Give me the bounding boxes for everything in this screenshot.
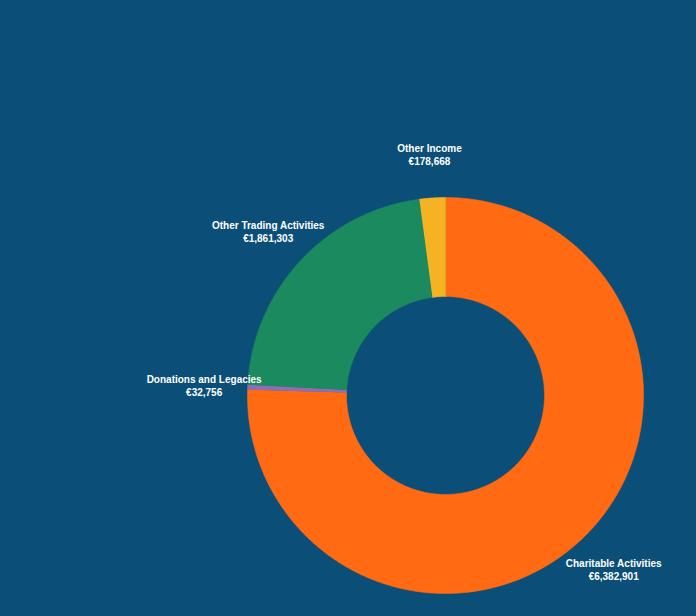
svg-text:Other Income€178,668: Other Income€178,668 xyxy=(397,143,462,167)
svg-text:Other Trading Activities€1,861: Other Trading Activities€1,861,303 xyxy=(212,220,325,244)
svg-text:Donations and Legacies€32,756: Donations and Legacies€32,756 xyxy=(147,374,262,398)
svg-text:Charitable Activities€6,382,90: Charitable Activities€6,382,901 xyxy=(566,558,662,582)
